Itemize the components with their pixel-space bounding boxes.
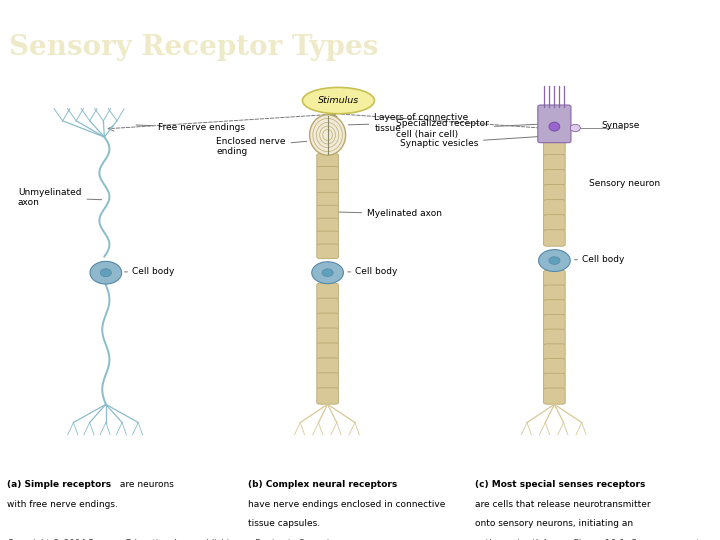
Text: Myelinated axon: Myelinated axon (339, 210, 442, 219)
FancyBboxPatch shape (544, 170, 565, 186)
Text: tissue capsules.: tissue capsules. (248, 519, 320, 528)
Text: have nerve endings enclosed in connective: have nerve endings enclosed in connectiv… (248, 500, 446, 509)
Text: Layers of connective
tissue: Layers of connective tissue (348, 113, 469, 132)
FancyBboxPatch shape (317, 388, 338, 404)
FancyBboxPatch shape (317, 205, 338, 220)
Ellipse shape (539, 249, 570, 272)
FancyBboxPatch shape (317, 328, 338, 345)
FancyBboxPatch shape (317, 343, 338, 359)
FancyBboxPatch shape (544, 185, 565, 201)
Ellipse shape (312, 262, 343, 284)
Text: onto sensory neurons, initiating an: onto sensory neurons, initiating an (475, 519, 634, 528)
Text: action potential.: action potential. (475, 539, 549, 540)
Ellipse shape (549, 122, 560, 131)
Text: Stimulus: Stimulus (318, 96, 359, 105)
Text: are neurons: are neurons (117, 481, 174, 489)
FancyBboxPatch shape (544, 230, 565, 246)
Text: (b) Complex neural receptors: (b) Complex neural receptors (248, 481, 397, 489)
Text: are cells that release neurotransmitter: are cells that release neurotransmitter (475, 500, 651, 509)
FancyBboxPatch shape (317, 244, 338, 259)
Ellipse shape (100, 269, 112, 276)
FancyBboxPatch shape (544, 373, 565, 389)
Text: Figure 10-1: Sensory receptors: Figure 10-1: Sensory receptors (573, 539, 713, 540)
FancyBboxPatch shape (544, 270, 565, 286)
FancyBboxPatch shape (317, 153, 338, 168)
FancyBboxPatch shape (544, 300, 565, 316)
FancyBboxPatch shape (317, 218, 338, 233)
FancyBboxPatch shape (317, 283, 338, 300)
Ellipse shape (90, 261, 122, 284)
Ellipse shape (549, 256, 560, 265)
FancyBboxPatch shape (544, 139, 565, 156)
FancyBboxPatch shape (544, 359, 565, 375)
FancyBboxPatch shape (544, 285, 565, 301)
Text: Cell body: Cell body (132, 267, 174, 276)
FancyBboxPatch shape (544, 344, 565, 360)
FancyBboxPatch shape (544, 154, 565, 171)
FancyBboxPatch shape (544, 314, 565, 330)
Ellipse shape (310, 115, 346, 156)
FancyBboxPatch shape (317, 373, 338, 389)
FancyBboxPatch shape (317, 179, 338, 194)
FancyBboxPatch shape (544, 388, 565, 404)
Text: Synaptic vesicles: Synaptic vesicles (400, 136, 548, 147)
Ellipse shape (322, 269, 333, 276)
Text: Copyright © 2004 Pearson Education, Inc., publishing as Benjamin Cummings: Copyright © 2004 Pearson Education, Inc.… (7, 539, 344, 540)
Text: Free nerve endings: Free nerve endings (136, 123, 246, 132)
FancyBboxPatch shape (317, 192, 338, 207)
FancyBboxPatch shape (317, 231, 338, 246)
Text: Cell body: Cell body (582, 255, 624, 264)
Text: Sensory Receptor Types: Sensory Receptor Types (9, 34, 378, 61)
Text: Synapse: Synapse (601, 122, 639, 131)
Text: (a) Simple receptors: (a) Simple receptors (7, 481, 112, 489)
FancyBboxPatch shape (317, 313, 338, 329)
FancyBboxPatch shape (538, 105, 571, 143)
FancyBboxPatch shape (317, 166, 338, 181)
FancyBboxPatch shape (544, 329, 565, 345)
Text: Specialized receptor
cell (hair cell): Specialized receptor cell (hair cell) (396, 119, 539, 139)
Ellipse shape (570, 124, 580, 132)
Text: Enclosed nerve
ending: Enclosed nerve ending (216, 137, 307, 156)
Text: (c) Most special senses receptors: (c) Most special senses receptors (475, 481, 646, 489)
Text: with free nerve endings.: with free nerve endings. (7, 500, 118, 509)
FancyBboxPatch shape (544, 200, 565, 216)
Text: Unmyelinated
axon: Unmyelinated axon (18, 188, 102, 207)
Text: Cell body: Cell body (355, 267, 397, 276)
FancyBboxPatch shape (317, 298, 338, 314)
Text: Sensory neuron: Sensory neuron (589, 179, 660, 188)
Ellipse shape (302, 87, 374, 114)
FancyBboxPatch shape (317, 358, 338, 374)
FancyBboxPatch shape (544, 215, 565, 231)
